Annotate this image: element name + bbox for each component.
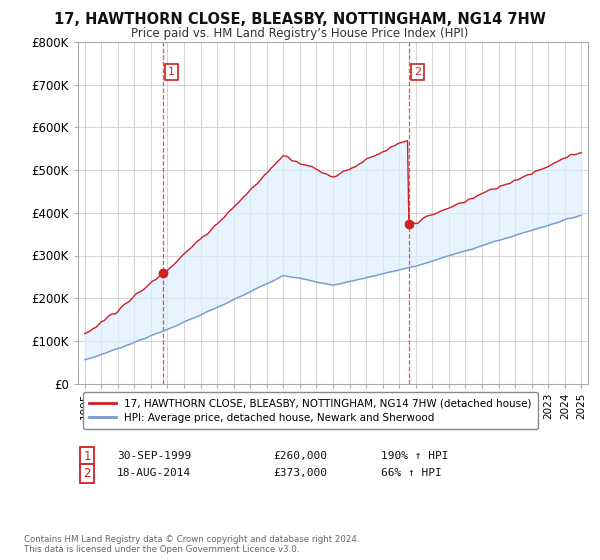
Text: 30-SEP-1999: 30-SEP-1999 <box>117 451 191 461</box>
Text: 18-AUG-2014: 18-AUG-2014 <box>117 468 191 478</box>
Text: 190% ↑ HPI: 190% ↑ HPI <box>381 451 449 461</box>
Text: 1: 1 <box>168 67 175 77</box>
Text: £373,000: £373,000 <box>273 468 327 478</box>
Text: Contains HM Land Registry data © Crown copyright and database right 2024.
This d: Contains HM Land Registry data © Crown c… <box>24 535 359 554</box>
Text: 2: 2 <box>83 466 91 480</box>
Text: 17, HAWTHORN CLOSE, BLEASBY, NOTTINGHAM, NG14 7HW: 17, HAWTHORN CLOSE, BLEASBY, NOTTINGHAM,… <box>54 12 546 27</box>
Text: 1: 1 <box>83 450 91 463</box>
Legend: 17, HAWTHORN CLOSE, BLEASBY, NOTTINGHAM, NG14 7HW (detached house), HPI: Average: 17, HAWTHORN CLOSE, BLEASBY, NOTTINGHAM,… <box>83 392 538 429</box>
Text: Price paid vs. HM Land Registry’s House Price Index (HPI): Price paid vs. HM Land Registry’s House … <box>131 27 469 40</box>
Text: 2: 2 <box>414 67 421 77</box>
Text: 66% ↑ HPI: 66% ↑ HPI <box>381 468 442 478</box>
Text: £260,000: £260,000 <box>273 451 327 461</box>
